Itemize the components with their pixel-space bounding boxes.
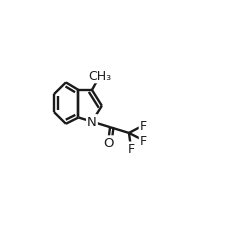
Text: F: F [128,143,135,156]
Text: O: O [103,137,113,150]
Text: CH₃: CH₃ [88,70,111,83]
Text: F: F [140,119,147,132]
Text: N: N [87,116,97,128]
Text: F: F [140,134,147,147]
